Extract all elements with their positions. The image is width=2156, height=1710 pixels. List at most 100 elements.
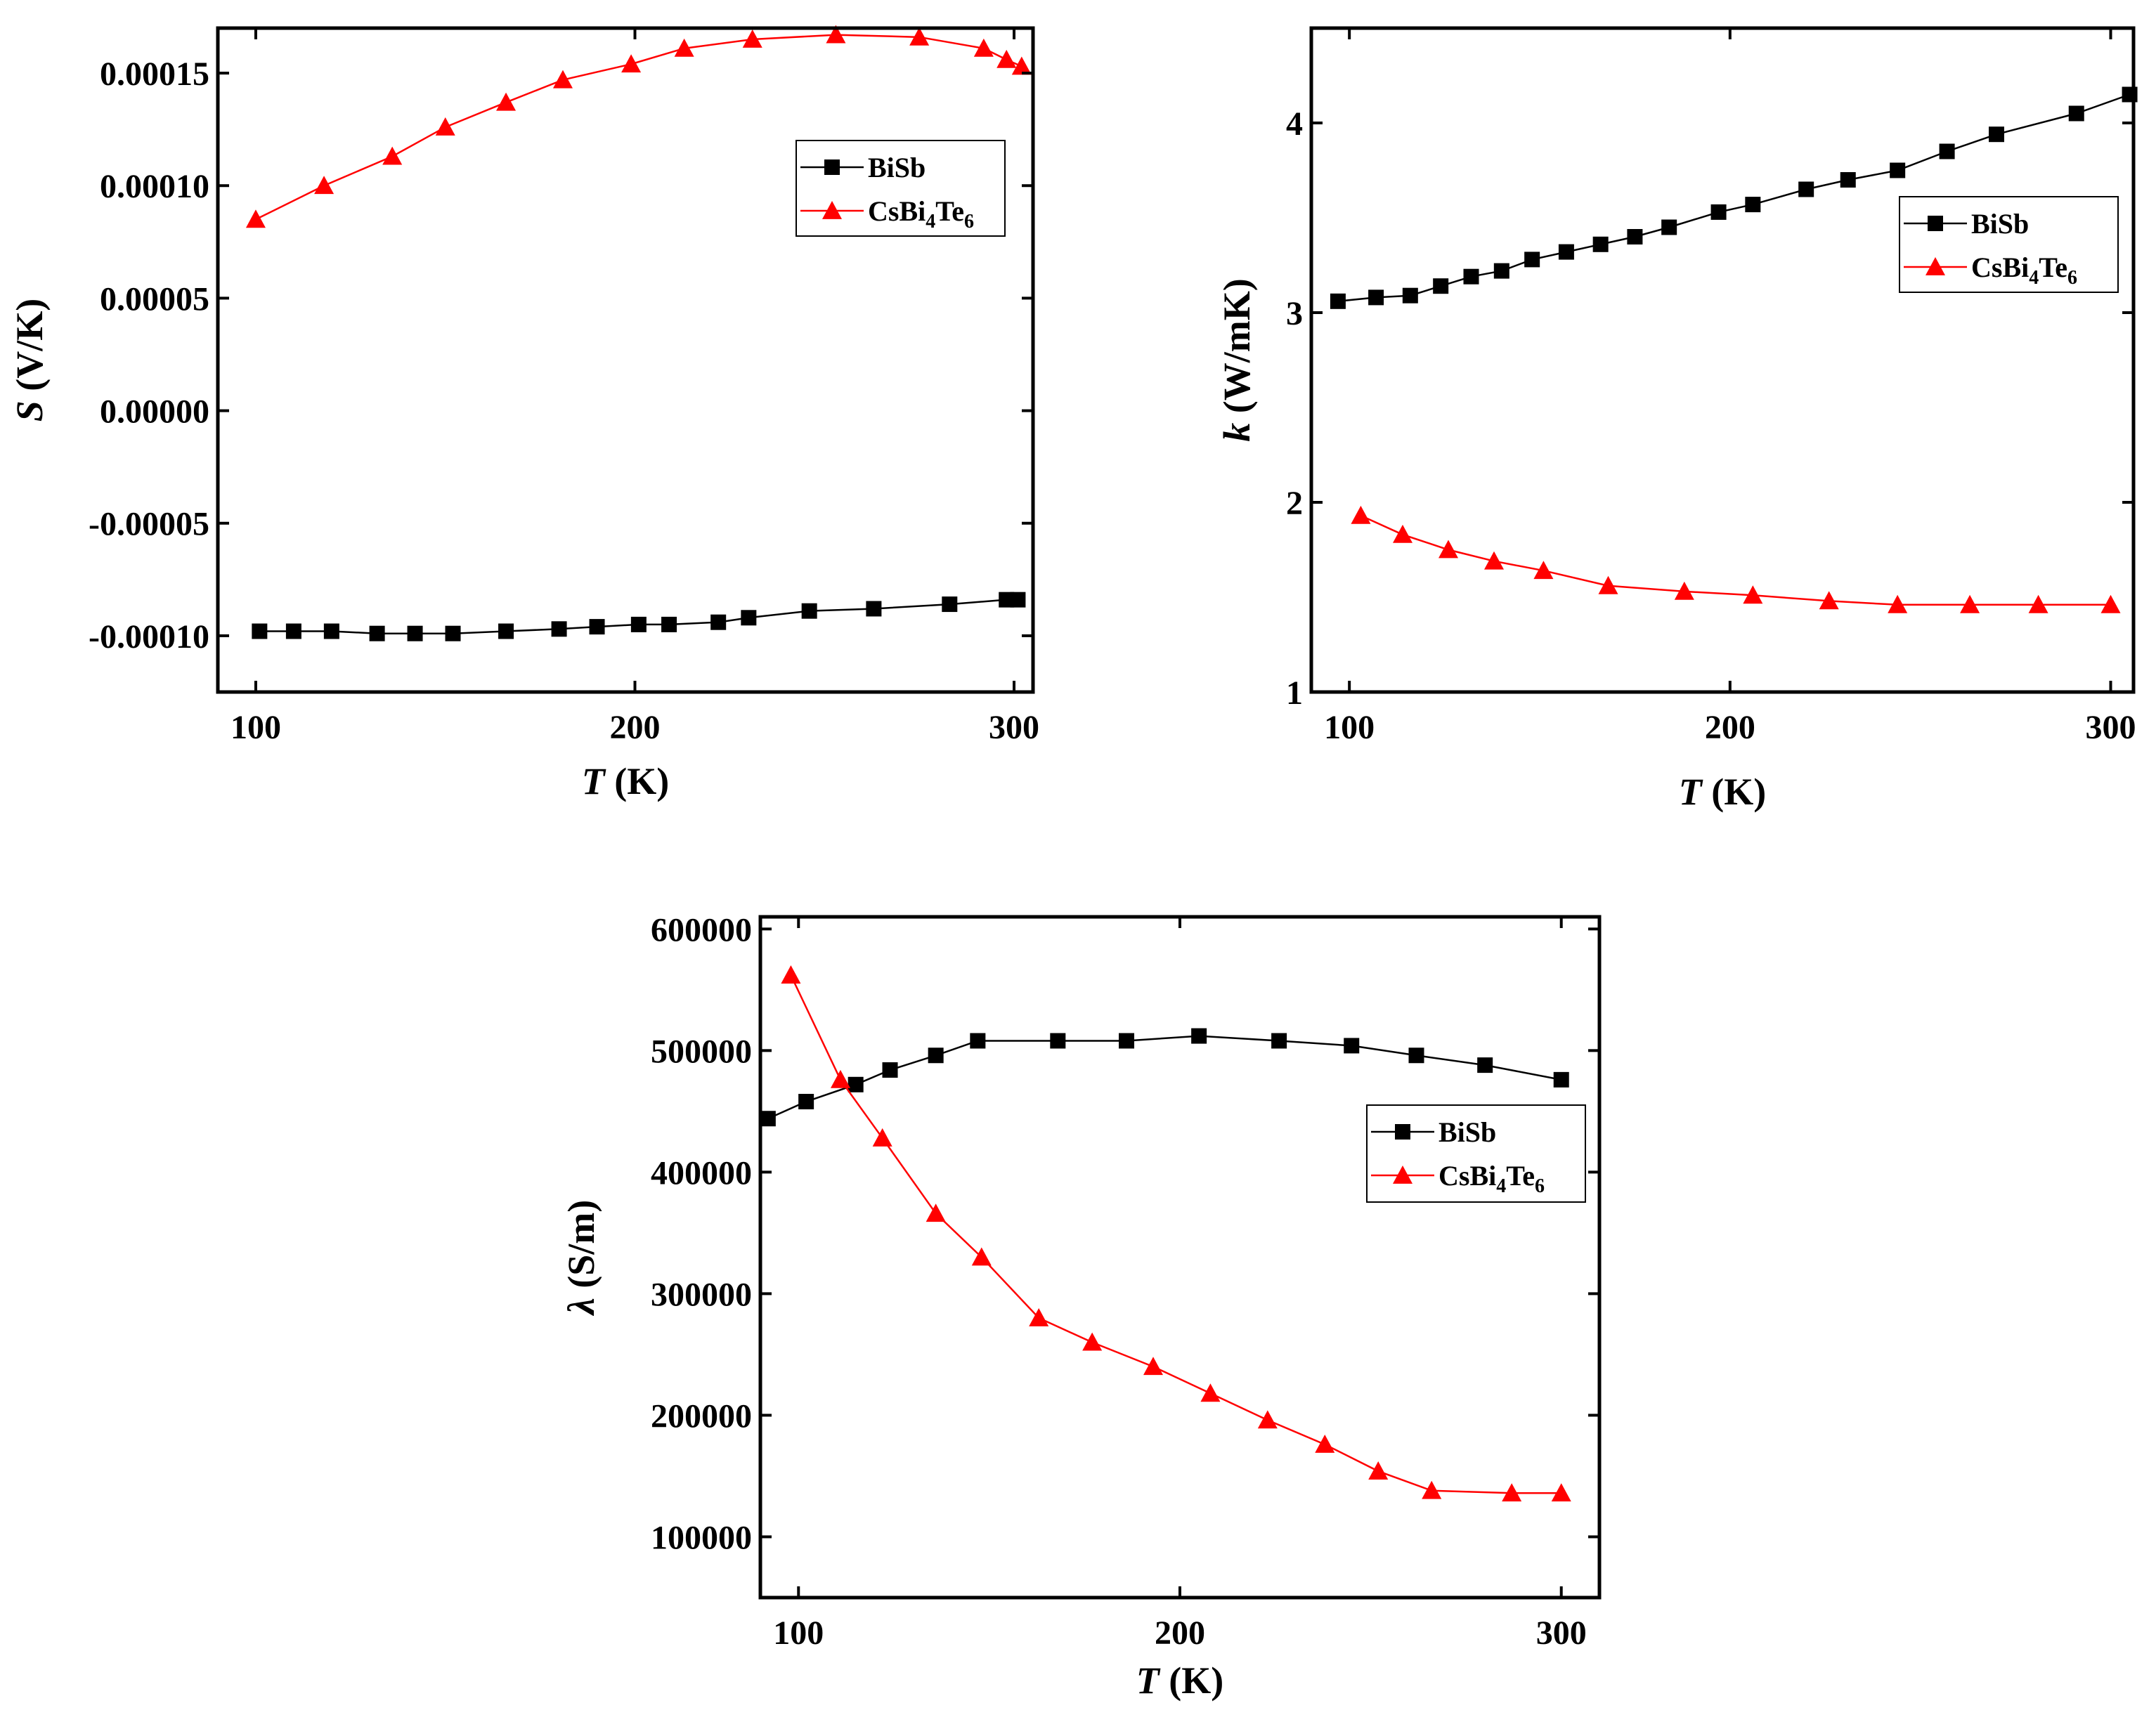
data-point-csbi4te6 (1674, 581, 1694, 600)
legend-label-bisb: BiSb (1971, 208, 2029, 240)
data-point-csbi4te6 (1422, 1480, 1442, 1499)
data-point-bisb (848, 1076, 864, 1092)
legend-subscript: 4 (1496, 1175, 1506, 1197)
legend-label-bisb: BiSb (868, 152, 926, 183)
y-axis-unit: (W/mK) (1216, 278, 1258, 422)
y-axis-label: k (W/mK) (1216, 278, 1258, 441)
legend: BiSb CsBi4Te6 (1899, 196, 2119, 293)
data-point-bisb (589, 619, 605, 635)
data-point-csbi4te6 (1533, 561, 1554, 580)
chart-seebeck: 100 200 300 -0.00010 -0.00005 0.00000 0.00005 0… (8, 25, 1039, 802)
legend-subscript: 6 (2067, 267, 2077, 289)
y-axis-label: λ (S/m) (560, 1200, 602, 1316)
legend-text-part: CsBi (868, 195, 926, 227)
data-point-bisb (323, 623, 339, 639)
x-tick-label: 200 (1705, 709, 1755, 746)
y-tick-label: 0.00015 (100, 56, 209, 93)
data-point-bisb (1840, 172, 1856, 188)
x-axis-unit: (K) (1160, 1659, 1223, 1702)
series-line-csbi4te6 (255, 34, 1022, 221)
data-point-csbi4te6 (1502, 1483, 1522, 1502)
data-point-csbi4te6 (1368, 1461, 1389, 1480)
data-point-csbi4te6 (552, 70, 573, 89)
data-point-csbi4te6 (245, 209, 266, 228)
data-point-csbi4te6 (1315, 1434, 1335, 1453)
data-point-bisb (1627, 229, 1643, 244)
legend-text-part: CsBi (1439, 1160, 1496, 1192)
y-tick-label: 300000 (651, 1276, 752, 1313)
data-point-csbi4te6 (1598, 575, 1618, 594)
data-point-csbi4te6 (830, 1069, 850, 1088)
x-tick-label: 100 (773, 1614, 824, 1652)
y-tick-label: 0.00005 (100, 280, 209, 318)
x-axis-variable: T (582, 760, 606, 802)
data-point-csbi4te6 (1551, 1483, 1571, 1502)
x-axis-variable: T (1679, 771, 1703, 813)
data-point-csbi4te6 (496, 92, 517, 111)
data-point-bisb (2068, 105, 2084, 122)
data-point-bisb (798, 1094, 814, 1110)
y-tick-label: 200000 (651, 1397, 752, 1435)
data-point-bisb (252, 623, 268, 639)
y-tick-label: 400000 (651, 1154, 752, 1192)
x-axis-label: T (K) (1679, 771, 1766, 813)
legend-label-csbi4te6: CsBi4Te6 (1439, 1160, 1545, 1197)
y-tick-label: -0.00010 (89, 618, 209, 655)
legend-square-marker (1928, 216, 1943, 231)
data-point-bisb (1890, 162, 1906, 178)
data-point-bisb (928, 1047, 944, 1064)
series-line-csbi4te6 (1360, 514, 2111, 606)
data-point-bisb (1798, 181, 1814, 197)
y-tick-label: 500000 (651, 1033, 752, 1070)
data-point-csbi4te6 (909, 27, 930, 46)
data-point-csbi4te6 (1484, 551, 1504, 570)
x-tick-label: 200 (609, 709, 660, 746)
data-point-csbi4te6 (1351, 505, 1371, 524)
legend-square-marker (824, 159, 840, 175)
data-point-bisb (970, 1033, 986, 1049)
data-point-bisb (1710, 204, 1727, 220)
data-point-csbi4te6 (435, 117, 455, 136)
x-axis-label: T (K) (582, 760, 669, 802)
data-point-csbi4te6 (1393, 524, 1413, 543)
data-point-csbi4te6 (314, 176, 335, 195)
y-tick-label: 1 (1286, 674, 1303, 712)
x-tick-label: 200 (1155, 1614, 1205, 1652)
legend-box (795, 140, 1006, 237)
x-tick-label: 100 (1324, 709, 1375, 746)
y-axis-unit: (V/K) (8, 299, 51, 400)
legend-subscript: 6 (1535, 1175, 1545, 1197)
data-point-bisb (741, 610, 757, 626)
plot-frame (216, 26, 1035, 694)
data-point-csbi4te6 (1082, 1332, 1103, 1351)
y-axis-label: S (V/K) (8, 299, 51, 422)
y-tick-label: 100000 (651, 1519, 752, 1556)
data-point-csbi4te6 (826, 25, 846, 44)
legend-text-part: CsBi (1971, 252, 2029, 283)
legend-subscript: 6 (964, 211, 974, 233)
data-point-bisb (1271, 1033, 1287, 1049)
x-tick-label: 300 (1536, 1614, 1587, 1652)
data-point-bisb (1119, 1033, 1135, 1049)
legend-triangle-marker (822, 201, 842, 219)
x-tick-label: 300 (989, 709, 1039, 746)
data-point-csbi4te6 (1200, 1383, 1221, 1402)
chart-conductivity: 100 200 300 100000 200000 300000 400000 500000 6… (560, 911, 1602, 1702)
data-point-bisb (1330, 293, 1346, 309)
data-point-csbi4te6 (1143, 1357, 1164, 1376)
data-point-csbi4te6 (1011, 56, 1032, 75)
data-point-csbi4te6 (971, 1247, 992, 1266)
plot-frame (758, 915, 1602, 1600)
data-point-csbi4te6 (621, 54, 642, 73)
data-point-bisb (1463, 268, 1479, 285)
data-point-bisb (1344, 1038, 1360, 1054)
data-point-csbi4te6 (382, 146, 403, 165)
data-point-bisb (1010, 592, 1026, 608)
data-point-csbi4te6 (872, 1128, 892, 1147)
data-point-bisb (1433, 278, 1449, 294)
data-point-csbi4te6 (973, 38, 994, 57)
legend-box (1899, 196, 2119, 293)
data-point-csbi4te6 (1819, 591, 1839, 610)
